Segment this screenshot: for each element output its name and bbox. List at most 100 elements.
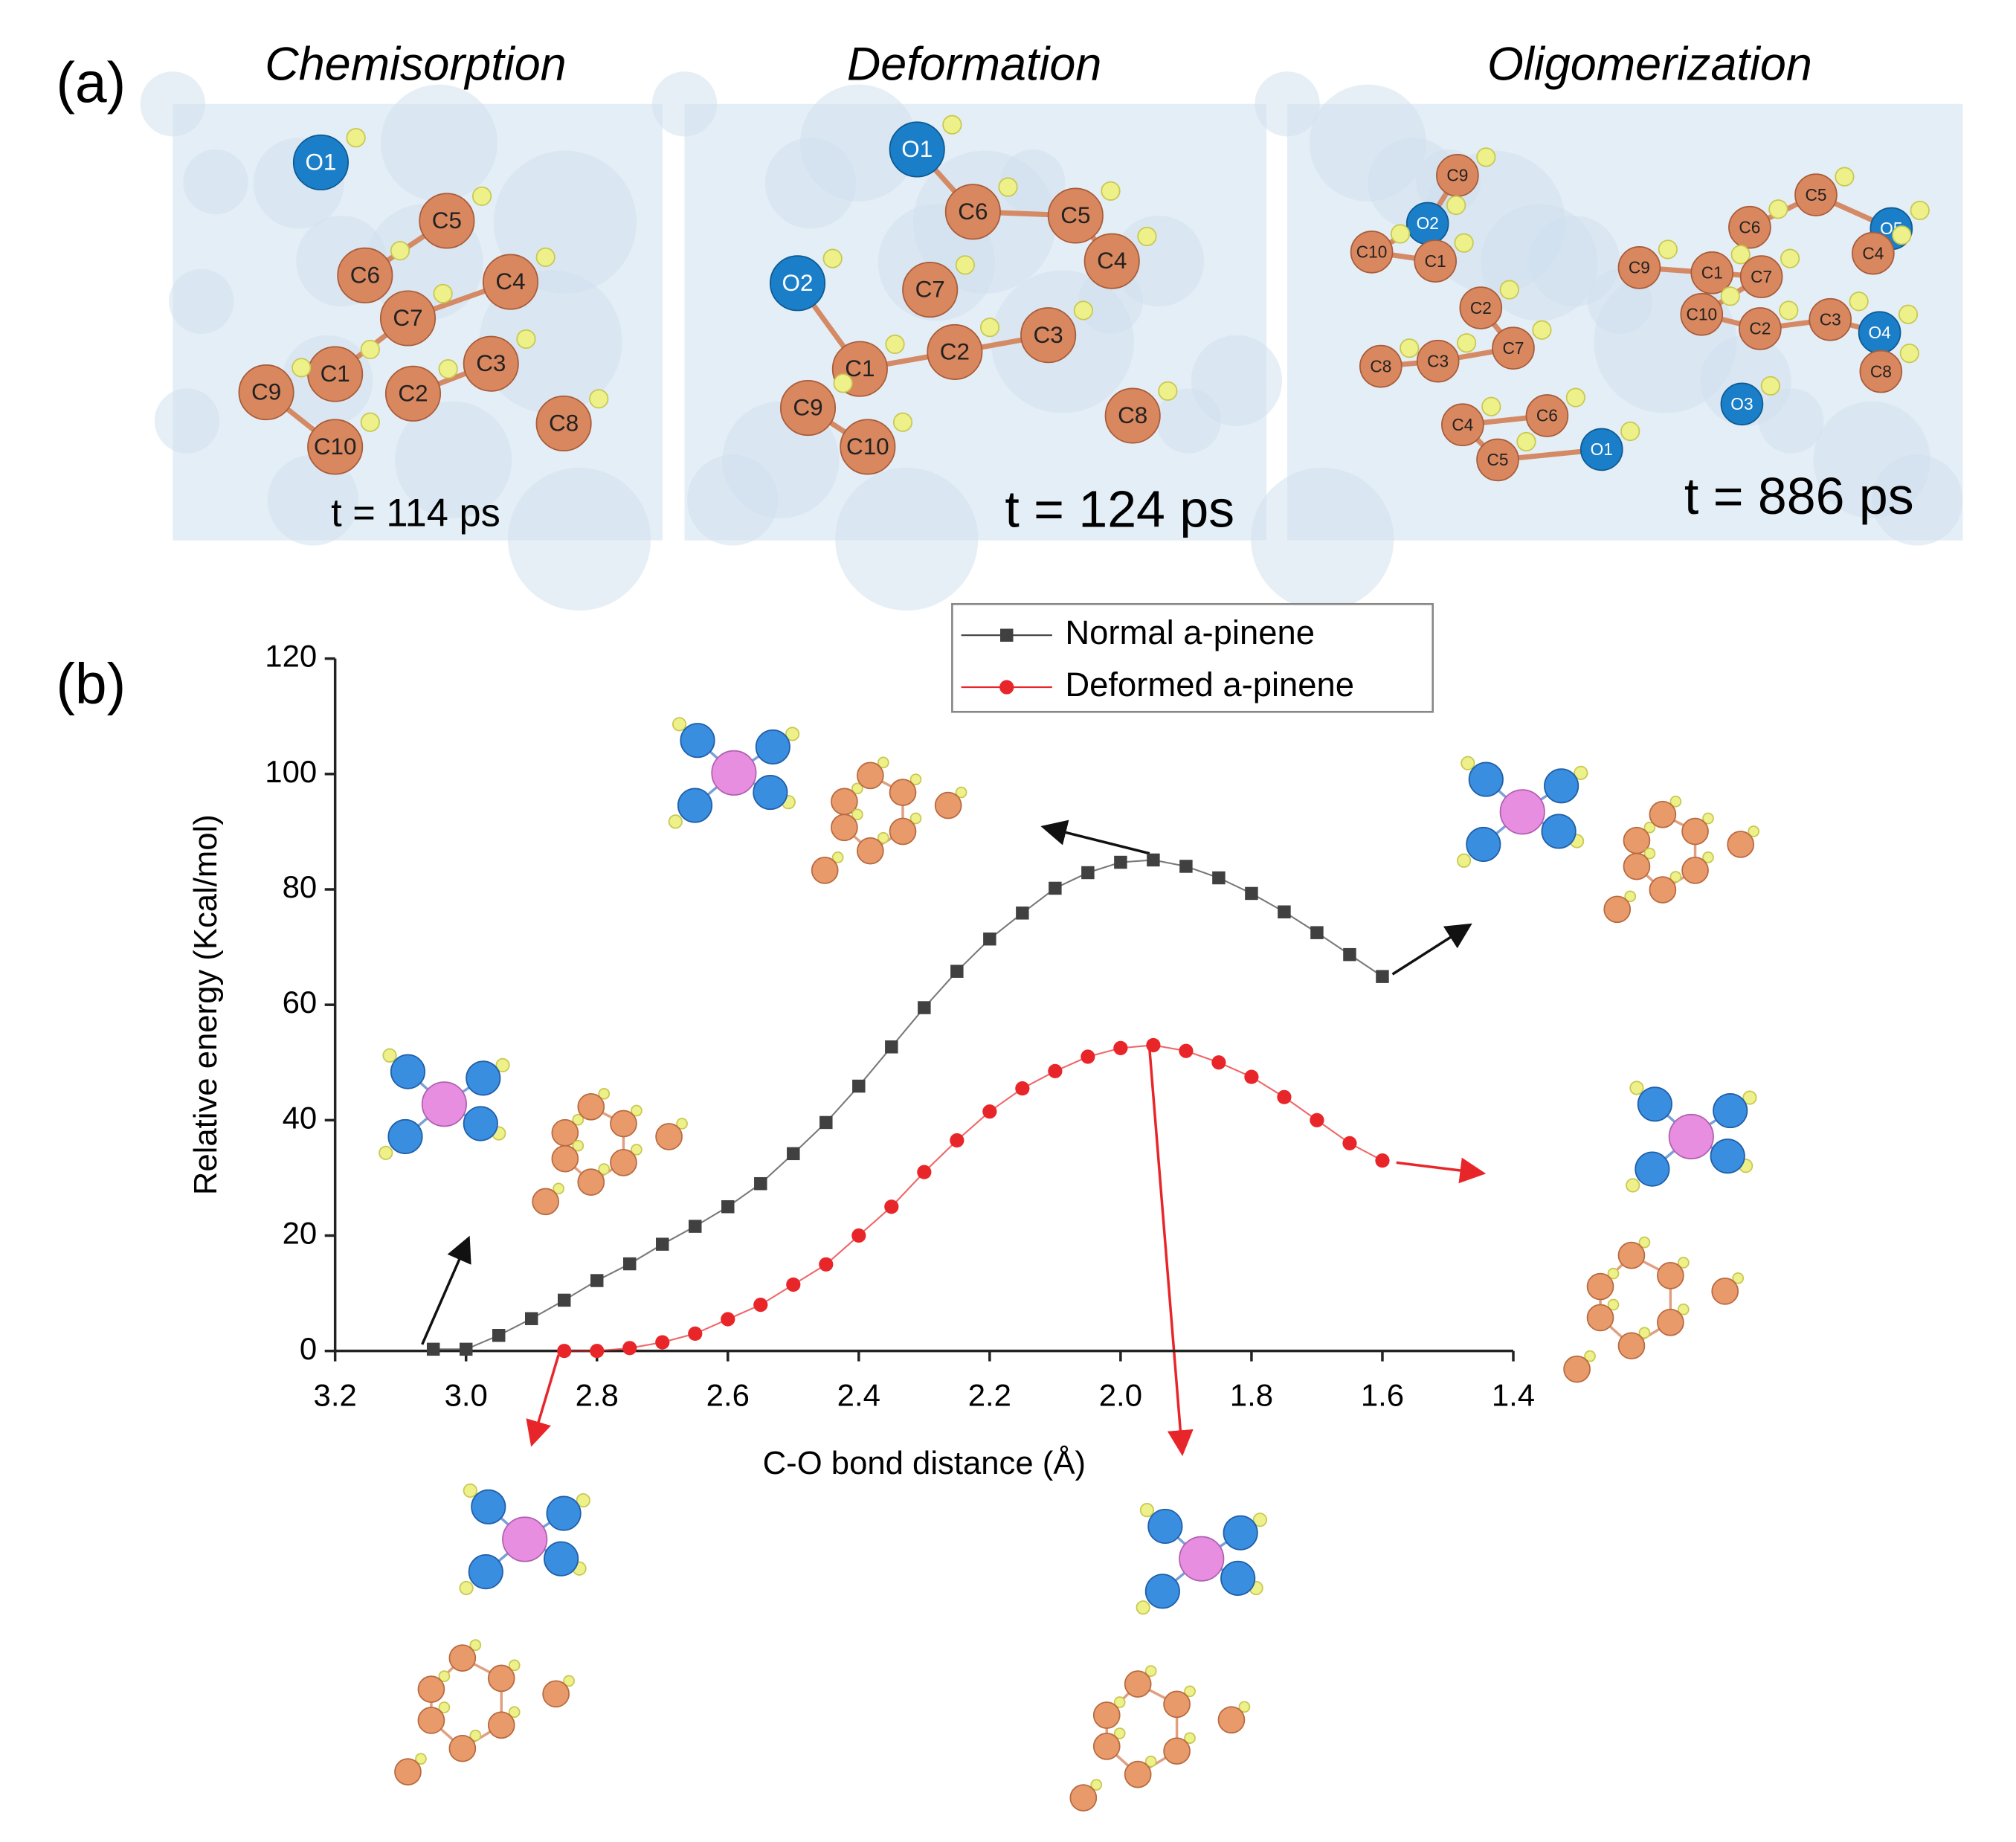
background-blob [140,71,205,137]
atom-label: C6 [1536,406,1558,425]
hydrogen [346,128,366,148]
hydrogen [1184,1732,1196,1745]
background-blob [507,467,651,611]
data-point [721,1199,735,1214]
hydrogen [576,1492,590,1508]
hydrogen [831,851,844,863]
data-point [852,1079,866,1093]
data-point [950,965,964,978]
hydrogen [1390,224,1411,244]
carbon-atom [655,1123,683,1150]
carbon-atom [551,1144,579,1173]
carbon-atom [417,1675,445,1703]
y-tick-label: 120 [265,639,317,674]
hydrogen [1677,1303,1690,1316]
carbon-atom [1414,239,1458,283]
data-point [884,1199,899,1214]
atom-label: C9 [1629,258,1650,277]
oxygen-atom [1220,1560,1256,1596]
background-blob [1112,215,1205,307]
hydrogen [459,1580,474,1596]
hydrogen [631,1104,643,1117]
atom-label: C1 [321,361,350,387]
atom-label: O2 [1417,213,1439,233]
hydrogen [877,831,889,844]
carbon-atom [448,1644,477,1672]
carbon-atom [482,254,539,310]
hydrogen [1702,851,1714,863]
hydrogen [553,1182,564,1195]
background-blob [651,71,718,137]
panel-label: (b) [56,652,126,716]
hydrogen [668,814,683,829]
data-point [1277,1089,1292,1104]
hydrogen [360,412,380,432]
hydrogen [598,1087,611,1100]
catalyst-illustration [1136,1503,1267,1615]
carbon-atom [831,814,858,842]
carbon-atom [535,395,592,452]
hydrogen [1584,1350,1596,1362]
hydrogen [508,1706,521,1719]
data-point [689,1220,702,1233]
hydrogen [942,115,962,135]
catalyst-illustration [668,717,800,829]
hydrogen [1638,1236,1651,1249]
atom-label: C7 [915,277,945,303]
background-blob [169,268,234,334]
atom-label: C3 [1820,309,1841,329]
hydrogen [1461,756,1475,770]
carbon-atom [1083,233,1140,289]
hydrogen [292,358,312,378]
hydrogen [1742,1090,1757,1105]
carbon-atom [1459,286,1503,329]
background-blob [183,149,248,215]
atom-label: O2 [782,270,814,296]
data-point [459,1342,473,1356]
hydrogen [979,318,1000,338]
oxygen-atom [677,788,713,823]
arrow [421,1235,471,1345]
carbon-atom [1525,394,1569,437]
hydrogen [676,1118,688,1130]
timestamp: t = 114 ps [331,492,500,535]
atom-label: C6 [958,199,988,225]
carbon-atom [1623,852,1651,880]
hydrogen [1101,181,1121,201]
atom-label: C9 [793,395,822,421]
background-blob [800,84,918,202]
x-tick-label: 2.6 [706,1378,750,1413]
carbon-atom [1794,173,1838,216]
carbon-atom [1681,817,1709,846]
x-tick-label: 2.0 [1099,1378,1142,1413]
catalyst-illustration [379,1048,510,1160]
carbon-atom [889,817,917,846]
hydrogen [1139,1503,1155,1518]
data-point [623,1257,637,1271]
hydrogen [1898,304,1919,324]
hydrogen [1780,248,1800,268]
carbon-atom [1681,857,1709,884]
arrow [1391,923,1472,976]
y-tick-label: 0 [300,1331,317,1366]
hydrogen [1910,200,1930,221]
hydrogen [1574,765,1588,780]
oxygen-atom [1637,1086,1672,1122]
atom-label: O1 [1591,439,1613,459]
oxygen-atom [1710,1139,1745,1174]
catalyst-illustration [1457,756,1588,868]
carbon-atom [542,1680,570,1708]
panel-label: (a) [56,51,126,115]
carbon-atom [1617,1332,1646,1360]
molecule-illustration [811,756,967,884]
oxygen-atom [1466,826,1501,863]
data-point [492,1329,506,1342]
hydrogen [589,389,609,409]
hydrogen [1184,1685,1196,1698]
hydrogen [415,1753,427,1765]
hydrogen [1638,1327,1651,1339]
data-point [982,1104,997,1119]
hydrogen [1620,421,1640,442]
carbon-atom [1739,307,1782,350]
molecule-illustration [532,1087,688,1216]
